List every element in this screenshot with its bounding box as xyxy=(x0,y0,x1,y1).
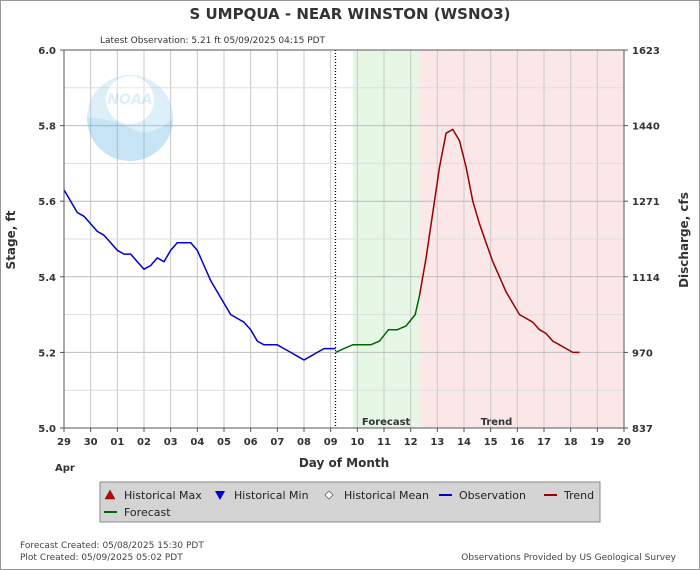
x-tick-label: 18 xyxy=(564,437,578,448)
legend-forecast-label: Forecast xyxy=(124,506,171,519)
data-provider: Observations Provided by US Geological S… xyxy=(461,553,676,563)
series-lines xyxy=(63,128,580,361)
x-tick-label: 11 xyxy=(377,437,391,448)
legend-historical-mean-marker xyxy=(324,490,334,500)
noaa-logo: NOAA xyxy=(87,75,173,161)
legend-historical-min-label: Historical Min xyxy=(234,489,309,502)
left-tick-label: 5.2 xyxy=(38,348,56,359)
legend-observation-label: Observation xyxy=(459,489,526,502)
left-tick-label: 5.6 xyxy=(38,197,56,208)
left-tick-label: 5.8 xyxy=(38,122,56,133)
right-tick-label: 1271 xyxy=(632,197,660,208)
x-tick-label: 03 xyxy=(164,437,178,448)
right-tick-label: 1623 xyxy=(632,46,660,57)
right-tick-label: 1440 xyxy=(632,122,660,133)
x-tick-label: 20 xyxy=(617,437,631,448)
left-tick-label: 6.0 xyxy=(38,46,56,57)
plot-created: Plot Created: 05/09/2025 05:02 PDT xyxy=(20,553,183,563)
forecast-created: Forecast Created: 05/08/2025 15:30 PDT xyxy=(20,541,204,551)
chart-title: S UMPQUA - NEAR WINSTON (WSNO3) xyxy=(189,5,510,23)
x-tick-label: 19 xyxy=(590,437,604,448)
legend-historical-max-label: Historical Max xyxy=(124,489,202,502)
x-tick-label: 01 xyxy=(110,437,124,448)
legend-historical-max-marker xyxy=(104,489,116,500)
x-tick-label: 15 xyxy=(484,437,498,448)
x-tick-label: 04 xyxy=(190,437,204,448)
latest-observation: Latest Observation: 5.21 ft 05/09/2025 0… xyxy=(100,36,326,46)
x-tick-label: 29 xyxy=(57,437,71,448)
plot-border xyxy=(63,49,625,429)
x-tick-label: 06 xyxy=(244,437,258,448)
x-tick-label: 10 xyxy=(350,437,364,448)
legend-historical-min-marker xyxy=(215,491,225,500)
x-tick-label: 14 xyxy=(457,437,471,448)
x-axis-ticks: 29 30 01 02 03 04 05 06 07 08 09 10 11 12 13 14 15 16 17 18… xyxy=(57,428,631,448)
left-tick-label: 5.4 xyxy=(38,273,56,284)
right-axis-ticks: 837 970 1114 1271 1440 1623 xyxy=(624,46,660,435)
right-tick-label: 970 xyxy=(632,348,653,359)
right-tick-label: 837 xyxy=(632,424,653,435)
x-tick-label: 16 xyxy=(510,437,524,448)
x-tick-label: 02 xyxy=(137,437,151,448)
region-labels: Forecast Trend xyxy=(362,417,512,428)
right-tick-label: 1114 xyxy=(632,273,660,284)
legend-trend-label: Trend xyxy=(563,489,594,502)
x-tick-label: 07 xyxy=(270,437,284,448)
series-observation xyxy=(63,189,336,361)
series-trend xyxy=(418,128,580,354)
series-forecast xyxy=(335,295,421,354)
month-label: Apr xyxy=(55,463,75,474)
svg-text:NOAA: NOAA xyxy=(107,92,152,108)
x-tick-label: 12 xyxy=(404,437,418,448)
right-axis-label: Discharge, cfs xyxy=(677,192,691,288)
x-tick-label: 05 xyxy=(217,437,231,448)
left-tick-label: 5.0 xyxy=(38,424,56,435)
x-tick-label: 30 xyxy=(84,437,98,448)
legend-box xyxy=(99,481,601,523)
region-label-forecast: Forecast xyxy=(362,417,411,428)
left-axis-ticks: 5.0 5.2 5.4 5.6 5.8 6.0 xyxy=(38,46,64,435)
x-tick-label: 09 xyxy=(324,437,338,448)
x-tick-label: 13 xyxy=(430,437,444,448)
x-tick-label: 08 xyxy=(297,437,311,448)
left-axis-label: Stage, ft xyxy=(4,210,18,269)
region-label-trend: Trend xyxy=(481,417,513,428)
legend: Historical Max Historical Min Historical M… xyxy=(104,489,594,519)
x-axis-label: Day of Month xyxy=(299,456,389,470)
legend-historical-mean-label: Historical Mean xyxy=(344,489,429,502)
x-tick-label: 17 xyxy=(537,437,551,448)
